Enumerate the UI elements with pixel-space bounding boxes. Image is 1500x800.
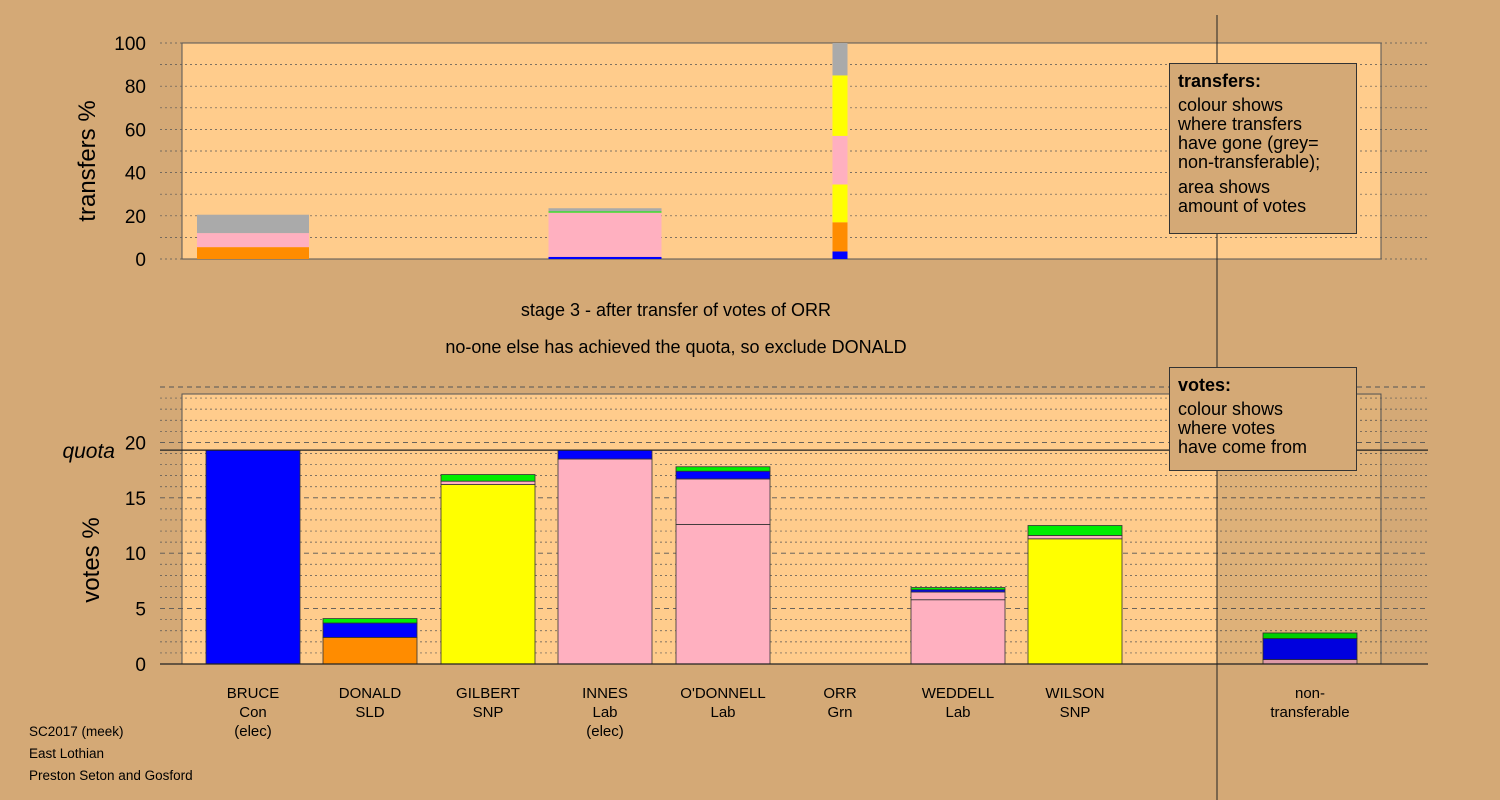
transfer-segment-grn bbox=[548, 211, 662, 213]
transfers-legend: transfers: colour shows where transfers … bbox=[1169, 63, 1357, 234]
transfer-segment-lab bbox=[832, 135, 848, 185]
transfers-legend-line: amount of votes bbox=[1178, 196, 1307, 216]
transfer-segment-snp bbox=[832, 184, 848, 223]
vote-segment-grn bbox=[322, 618, 418, 624]
votes-legend-line: where votes bbox=[1178, 418, 1276, 438]
transfers-y-axis-label: transfers % bbox=[74, 100, 101, 221]
vote-segment-con bbox=[205, 449, 301, 665]
vote-segment-grn bbox=[440, 474, 536, 482]
vote-segment-grn bbox=[675, 466, 771, 472]
votes-legend-title: votes: bbox=[1178, 375, 1232, 395]
candidate-label: Lab bbox=[945, 704, 970, 721]
candidate-label: (elec) bbox=[234, 723, 272, 740]
candidate-label: Con bbox=[239, 704, 267, 721]
candidate-label: GILBERT bbox=[456, 685, 520, 702]
stage-title: stage 3 - after transfer of votes of ORR bbox=[520, 300, 832, 320]
vote-segment-lab bbox=[1027, 535, 1123, 540]
vote-segment-lab bbox=[440, 480, 536, 485]
vote-segment-sld bbox=[322, 637, 418, 665]
vote-segment-con bbox=[557, 449, 653, 460]
transfers-legend-line: colour shows bbox=[1178, 95, 1284, 115]
transfers-legend-line: non-transferable); bbox=[1178, 152, 1321, 172]
vote-segment-lab bbox=[910, 599, 1006, 665]
candidate-label: DONALD bbox=[339, 685, 402, 702]
votes-y-axis-label: votes % bbox=[78, 517, 105, 602]
transfer-segment-sld bbox=[197, 247, 309, 259]
vote-segment-lab bbox=[910, 591, 1006, 601]
transfers-y-tick-label: 100 bbox=[114, 34, 146, 55]
transfers-y-tick-label: 20 bbox=[125, 207, 146, 228]
transfers-y-tick-label: 60 bbox=[125, 120, 146, 141]
transfers-legend-title: transfers: bbox=[1178, 71, 1262, 91]
candidate-label: SNP bbox=[473, 704, 504, 721]
credit-council: East Lothian bbox=[29, 746, 105, 761]
transfers-legend-line: where transfers bbox=[1178, 114, 1303, 134]
votes-y-tick-label: 5 bbox=[135, 600, 146, 621]
votes-legend: votes: colour shows where votes have com… bbox=[1169, 367, 1357, 471]
vote-segment-grn bbox=[1027, 525, 1123, 536]
transfers-legend-line: have gone (grey= bbox=[1178, 133, 1319, 153]
credit-method: SC2017 (meek) bbox=[29, 724, 124, 739]
quota-label: quota bbox=[62, 440, 115, 463]
votes-y-tick-label: 15 bbox=[125, 489, 146, 510]
vote-segment-snp bbox=[440, 484, 536, 665]
transfer-segment-snp bbox=[832, 75, 848, 136]
votes-chart: 0 5 10 15 20 votes % quota BRUCE Con (elec) DONALD… bbox=[62, 386, 1428, 740]
candidate-label: O'DONNELL bbox=[680, 685, 765, 702]
credit-ward: Preston Seton and Gosford bbox=[29, 768, 193, 783]
candidate-label: BRUCE bbox=[227, 685, 280, 702]
candidate-label: Lab bbox=[592, 704, 617, 721]
votes-legend-line: have come from bbox=[1178, 437, 1308, 457]
vote-segment-lab bbox=[557, 458, 653, 665]
candidate-label: Lab bbox=[710, 704, 735, 721]
candidate-label: INNES bbox=[582, 685, 628, 702]
votes-legend-line: colour shows bbox=[1178, 399, 1284, 419]
transfers-legend-line: area shows bbox=[1178, 177, 1271, 197]
transfer-segment-lab bbox=[548, 212, 662, 257]
votes-y-tick-label: 0 bbox=[135, 655, 146, 676]
candidate-label: non- bbox=[1295, 685, 1325, 702]
transfer-segment-lab bbox=[197, 233, 309, 248]
transfer-segment-sld bbox=[832, 222, 848, 252]
candidate-label: ORR bbox=[823, 685, 857, 702]
transfers-y-tick-label: 0 bbox=[135, 250, 146, 271]
candidate-label: transferable bbox=[1270, 704, 1349, 721]
transfer-segment-con bbox=[832, 251, 848, 259]
candidate-label: SNP bbox=[1060, 704, 1091, 721]
vote-segment-grn bbox=[1262, 632, 1358, 639]
votes-y-tick-label: 10 bbox=[125, 544, 146, 565]
candidate-label: (elec) bbox=[586, 723, 624, 740]
votes-y-tick-label: 20 bbox=[125, 433, 146, 454]
vote-segment-grn bbox=[910, 587, 1006, 591]
vote-segment-lab bbox=[675, 478, 771, 525]
vote-segment-con bbox=[322, 622, 418, 638]
transfers-y-tick-label: 40 bbox=[125, 164, 146, 185]
stage-action: no-one else has achieved the quota, so e… bbox=[445, 337, 907, 357]
transfer-segment-nontransferable bbox=[832, 43, 848, 76]
transfer-segment-con bbox=[548, 256, 662, 259]
candidate-label: WILSON bbox=[1045, 685, 1104, 702]
vote-segment-con bbox=[675, 470, 771, 480]
vote-segment-snp bbox=[1027, 538, 1123, 665]
vote-segment-lab bbox=[675, 523, 771, 665]
candidate-label: WEDDELL bbox=[922, 685, 995, 702]
transfer-segment-nontransferable bbox=[197, 214, 309, 234]
candidate-label: SLD bbox=[355, 704, 384, 721]
transfers-y-tick-label: 80 bbox=[125, 77, 146, 98]
candidate-label: Grn bbox=[827, 704, 852, 721]
transfer-segment-nontransferable bbox=[548, 208, 662, 212]
